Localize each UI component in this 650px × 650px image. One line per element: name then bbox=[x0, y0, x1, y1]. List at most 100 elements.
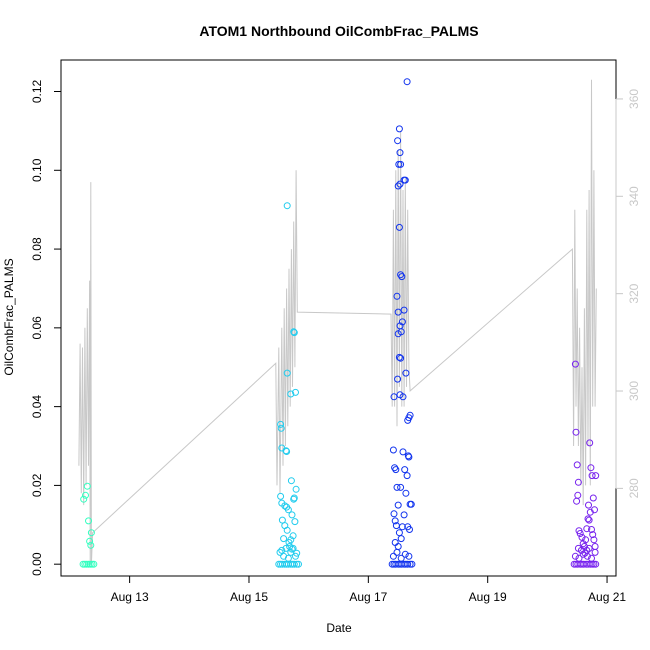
data-point bbox=[574, 491, 582, 499]
altitude-line bbox=[78, 79, 597, 565]
data-point bbox=[571, 360, 579, 368]
data-point bbox=[397, 483, 405, 491]
data-point bbox=[405, 453, 413, 461]
data-point bbox=[405, 552, 413, 560]
data-point bbox=[589, 531, 597, 539]
data-point bbox=[583, 546, 591, 554]
data-point bbox=[282, 447, 290, 455]
data-point bbox=[587, 464, 595, 472]
data-point bbox=[283, 369, 291, 377]
x-axis-label: Date bbox=[326, 621, 352, 635]
data-point bbox=[398, 273, 406, 281]
data-point bbox=[90, 560, 98, 568]
data-point bbox=[398, 523, 406, 531]
data-point bbox=[591, 543, 599, 550]
data-point bbox=[584, 515, 592, 523]
data-point bbox=[408, 560, 416, 568]
data-point bbox=[592, 560, 600, 568]
data-point bbox=[393, 548, 401, 556]
data-point bbox=[401, 550, 409, 558]
data-point bbox=[399, 393, 407, 401]
data-point bbox=[400, 511, 408, 519]
data-point bbox=[390, 510, 398, 518]
data-point bbox=[397, 354, 405, 362]
scatter-points-layer bbox=[79, 78, 600, 568]
data-point bbox=[402, 369, 410, 377]
y-tick-label: 0.00 bbox=[30, 552, 44, 576]
data-point bbox=[573, 461, 581, 469]
data-point bbox=[588, 554, 595, 562]
data-point bbox=[574, 478, 582, 486]
data-point bbox=[591, 506, 598, 514]
data-point bbox=[295, 560, 302, 568]
data-point bbox=[588, 526, 595, 533]
data-point bbox=[583, 525, 591, 533]
y2-tick-label: 300 bbox=[627, 381, 641, 401]
data-point bbox=[293, 549, 301, 557]
x-axis: Aug 13 Aug 15 Aug 17 Aug 19 Aug 21 bbox=[111, 575, 626, 604]
data-point bbox=[283, 202, 291, 210]
y2-tick-label: 340 bbox=[627, 186, 641, 206]
data-point bbox=[292, 552, 299, 560]
data-point bbox=[401, 466, 409, 474]
data-point bbox=[394, 182, 402, 190]
data-point bbox=[397, 328, 405, 336]
y-tick-label: 0.06 bbox=[30, 316, 44, 340]
data-point bbox=[287, 477, 295, 485]
x-tick-label: Aug 15 bbox=[230, 590, 268, 604]
data-point bbox=[389, 552, 397, 560]
data-point bbox=[395, 125, 403, 133]
data-point bbox=[290, 494, 298, 502]
data-point bbox=[83, 482, 91, 490]
data-point bbox=[80, 495, 88, 503]
data-point bbox=[406, 526, 413, 533]
data-point bbox=[590, 536, 598, 544]
data-point bbox=[399, 448, 407, 456]
x-tick-label: Aug 13 bbox=[111, 590, 149, 604]
data-point bbox=[289, 544, 297, 552]
data-point bbox=[283, 448, 291, 455]
data-point bbox=[582, 536, 590, 544]
data-point bbox=[574, 544, 582, 552]
data-point bbox=[585, 516, 593, 524]
altitude-line-layer bbox=[78, 79, 597, 565]
data-point bbox=[394, 137, 402, 145]
data-point bbox=[390, 393, 398, 401]
data-point bbox=[292, 388, 299, 396]
data-point bbox=[394, 308, 402, 316]
data-point bbox=[401, 176, 409, 184]
y2-tick-label: 280 bbox=[627, 478, 641, 498]
data-point bbox=[394, 375, 402, 383]
data-point bbox=[586, 439, 594, 447]
data-point bbox=[290, 560, 298, 568]
data-point bbox=[280, 535, 288, 543]
data-point bbox=[391, 464, 399, 472]
data-point bbox=[403, 472, 411, 480]
data-point bbox=[397, 271, 405, 279]
data-point bbox=[85, 517, 92, 525]
data-point bbox=[573, 497, 581, 505]
data-point bbox=[579, 550, 587, 558]
data-point bbox=[578, 533, 586, 541]
data-point bbox=[402, 489, 410, 497]
data-point bbox=[406, 411, 414, 419]
data-point bbox=[82, 491, 89, 499]
data-point bbox=[392, 466, 400, 474]
data-point bbox=[277, 420, 285, 428]
data-point bbox=[292, 485, 300, 493]
data-point bbox=[276, 548, 284, 556]
data-point bbox=[288, 545, 296, 553]
data-point bbox=[404, 560, 412, 568]
data-point bbox=[585, 544, 593, 552]
data-point bbox=[397, 554, 405, 562]
data-point bbox=[588, 472, 596, 480]
data-point bbox=[407, 500, 415, 508]
y-tick-label: 0.10 bbox=[30, 158, 44, 182]
data-point bbox=[290, 328, 298, 336]
y2-axis: 280 300 320 340 360 bbox=[615, 89, 641, 498]
data-point bbox=[391, 539, 399, 546]
y-axis-label: OilCombFrac_PALMS bbox=[2, 258, 16, 375]
data-point bbox=[393, 292, 401, 300]
data-point bbox=[396, 180, 404, 188]
